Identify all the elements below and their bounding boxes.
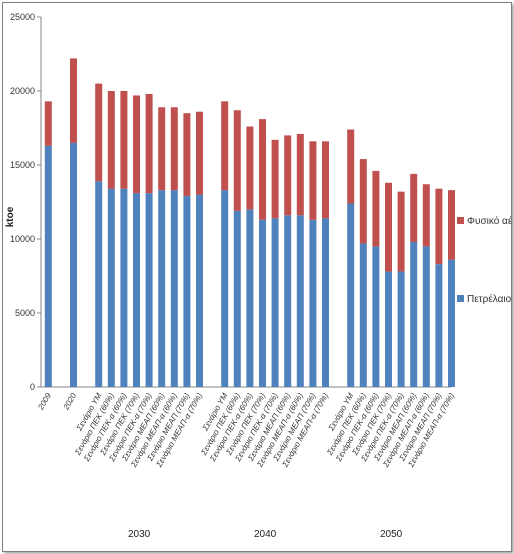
bar-segment-18-gas — [296, 133, 304, 216]
bar-segment-9-gas — [170, 107, 178, 191]
bar-segment-19-gas — [309, 141, 317, 220]
bar-segment-15-oil — [259, 219, 266, 387]
bar-segment-24-gas — [385, 182, 392, 272]
bar-segment-6-oil — [133, 193, 140, 387]
bar-segment-14-gas — [246, 126, 254, 210]
y-tick-label: 10000 — [10, 234, 35, 244]
bar-segment-24-oil — [385, 271, 392, 387]
y-tick-label: 0 — [30, 382, 35, 392]
legend-swatch — [457, 295, 464, 302]
bar-segment-17-oil — [284, 215, 292, 387]
bar-segment-12-oil — [221, 190, 229, 387]
legend-label: Πετρέλαιο — [467, 293, 511, 305]
bar-segment-10-oil — [183, 196, 191, 387]
bar-segment-3-gas — [95, 83, 103, 182]
bar-segment-6-gas — [133, 95, 140, 194]
bar-segment-9-oil — [170, 190, 178, 387]
y-tick-label: 5000 — [15, 308, 35, 318]
bar-segment-11-gas — [196, 111, 203, 195]
bar-segment-20-oil — [322, 218, 329, 387]
bar-segment-14-oil — [246, 209, 254, 387]
bar-segment-7-gas — [145, 93, 153, 194]
bar-segment-13-gas — [233, 110, 241, 211]
bar-segment-2-oil — [70, 142, 77, 387]
bar-segment-28-gas — [435, 188, 443, 265]
bar-segment-22-oil — [359, 243, 367, 387]
bar-segment-19-oil — [309, 219, 317, 387]
legend-swatch — [457, 217, 464, 224]
x-tick-label: 2009 — [36, 391, 53, 412]
bar-segment-10-gas — [183, 113, 191, 197]
group-label-2030: 2030 — [128, 529, 151, 540]
x-tick-label: 2020 — [61, 391, 78, 412]
bar-segment-20-gas — [322, 141, 329, 219]
group-label-2040: 2040 — [254, 529, 277, 540]
bar-segment-13-oil — [233, 210, 241, 387]
bar-segment-27-oil — [422, 246, 430, 387]
bar-segment-21-gas — [347, 129, 355, 204]
legend: Φυσικό αέριο Πετρέλαιο — [457, 215, 511, 305]
bar-segment-11-oil — [196, 194, 203, 387]
bar-segment-8-gas — [158, 107, 166, 191]
group-labels: 2030 2040 2050 — [128, 529, 403, 540]
bar-segment-27-gas — [422, 184, 430, 247]
bar-segment-2-gas — [70, 58, 77, 143]
bar-segment-4-gas — [107, 91, 115, 189]
bar-segment-18-oil — [296, 215, 304, 387]
legend-label: Φυσικό αέριο — [467, 215, 511, 227]
bar-segment-5-oil — [120, 188, 128, 387]
bar-segment-21-oil — [347, 203, 355, 387]
bars — [44, 58, 455, 387]
y-axis-label: ktoe — [5, 206, 16, 227]
y-tick-label: 15000 — [10, 160, 35, 170]
y-tick-label: 20000 — [10, 86, 35, 96]
bar-segment-8-oil — [158, 190, 166, 387]
bar-segment-1-oil — [44, 145, 52, 387]
bar-segment-12-gas — [221, 101, 229, 191]
bar-segment-7-oil — [145, 193, 153, 387]
bar-segment-26-oil — [410, 241, 418, 387]
bar-segment-4-oil — [107, 188, 115, 387]
bar-segment-16-gas — [271, 139, 279, 219]
group-label-2050: 2050 — [380, 529, 403, 540]
bar-segment-29-oil — [448, 259, 455, 387]
bar-segment-1-gas — [44, 101, 52, 146]
bar-segment-3-oil — [95, 181, 103, 387]
bar-segment-25-gas — [397, 191, 405, 272]
y-tick-label: 25000 — [10, 12, 35, 22]
bar-segment-28-oil — [435, 264, 443, 387]
bar-segment-17-gas — [284, 135, 292, 216]
bar-segment-26-gas — [410, 173, 418, 242]
bar-segment-15-gas — [259, 119, 266, 220]
bar-segment-22-gas — [359, 159, 367, 244]
bar-segment-29-gas — [448, 190, 455, 260]
bar-segment-16-oil — [271, 218, 279, 387]
bar-segment-5-gas — [120, 91, 128, 189]
bar-segment-25-oil — [397, 271, 405, 387]
bar-segment-23-gas — [372, 170, 380, 247]
bar-segment-23-oil — [372, 246, 380, 387]
